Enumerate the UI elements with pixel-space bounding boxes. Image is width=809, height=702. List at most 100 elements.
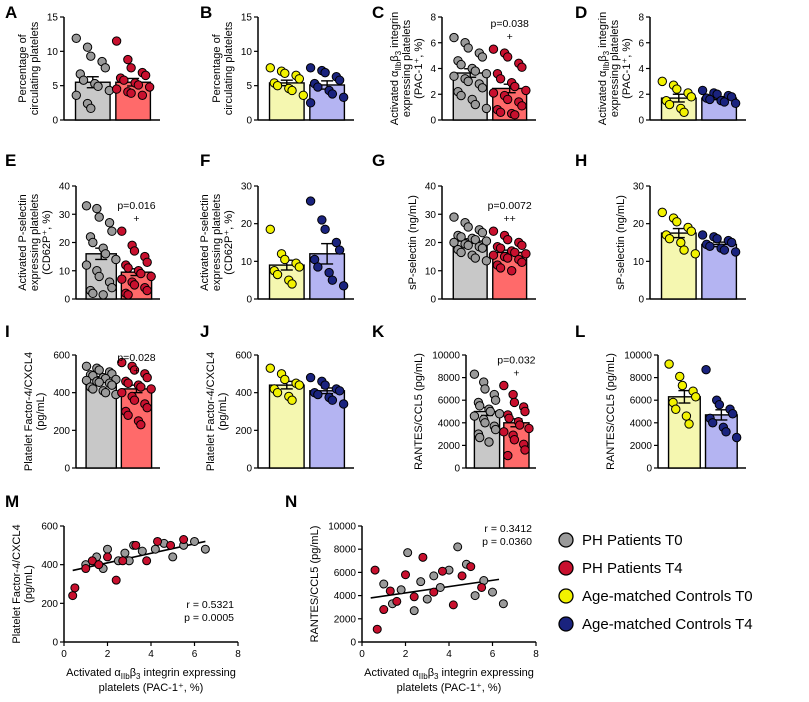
y-axis-label: Activated P-selectin	[199, 194, 211, 291]
x-tick-label: 8	[235, 649, 241, 660]
data-point-ph_t4	[123, 378, 133, 388]
data-point-ph_t4	[495, 107, 506, 117]
data-point-ph_t4	[502, 94, 513, 105]
y-axis-label: Activated P-selectin	[17, 194, 29, 291]
data-point-ctrl_t4	[705, 241, 715, 251]
data-point-ph_t0	[81, 201, 92, 211]
data-point-ph_t0	[498, 599, 508, 609]
data-point-ph_t4	[133, 80, 144, 90]
data-point-ctrl_t0	[681, 411, 692, 421]
data-point-ph_t0	[477, 83, 488, 93]
data-point-ph_t0	[98, 290, 108, 300]
y-tick-label: 20	[425, 238, 437, 249]
data-point-ph_t0	[81, 260, 92, 270]
data-point-ph_t4	[136, 419, 146, 430]
data-point-ph_t4	[131, 540, 141, 550]
data-point-ph_t4	[517, 62, 527, 72]
data-point-ph_t4	[129, 365, 140, 375]
data-point-ph_t0	[104, 218, 115, 228]
legend-marker-ph-t4	[558, 560, 574, 576]
data-point-ctrl_t4	[338, 399, 349, 409]
data-point-ph_t4	[146, 384, 156, 394]
data-point-ctrl_t4	[317, 215, 327, 225]
data-point-ctrl_t0	[265, 224, 275, 235]
data-point-ph_t0	[481, 68, 492, 79]
y-axis-label: expressing platelets	[211, 193, 223, 291]
data-point-ph_t4	[510, 81, 520, 92]
y-tick-label: 40	[425, 182, 437, 193]
data-point-ctrl_t4	[721, 427, 731, 437]
panel-letter-g: G	[372, 151, 385, 170]
y-tick-label: 0	[246, 295, 252, 306]
data-point-ph_t0	[409, 606, 419, 616]
y-axis-label: circulating platelets	[223, 21, 235, 115]
panel-letter-n: N	[285, 492, 297, 511]
data-point-ph_t0	[485, 406, 495, 417]
data-point-ph_t4	[448, 600, 458, 610]
data-point-ctrl_t0	[280, 68, 290, 79]
data-point-ctrl_t0	[677, 380, 688, 391]
data-point-ph_t4	[385, 586, 395, 596]
x-tick-label: 0	[61, 649, 67, 660]
data-point-ctrl_t4	[712, 234, 722, 244]
data-point-ph_t4	[520, 445, 530, 455]
data-point-ph_t4	[524, 423, 534, 434]
y-tick-label: 4000	[438, 418, 461, 429]
data-point-ph_t4	[136, 382, 146, 392]
legend-item-ph-t4: PH Patients T4	[558, 560, 683, 577]
y-tick-label: 200	[41, 599, 58, 610]
data-point-ph_t4	[517, 257, 527, 267]
data-point-ph_t4	[70, 583, 80, 593]
data-point-ph_t0	[379, 579, 389, 589]
data-point-ctrl_t0	[686, 226, 697, 236]
y-tick-label: 5	[52, 81, 58, 92]
data-point-ctrl_t0	[287, 395, 297, 405]
data-point-ph_t0	[477, 243, 488, 253]
y-axis-label: RANTES/CCL5 (pg/mL)	[413, 353, 425, 470]
y-axis-label: (pg/mL)	[23, 565, 35, 603]
data-point-ph_t4	[94, 560, 104, 570]
bar-ctrl_t4	[309, 390, 346, 469]
legend-marker-ph-t0	[558, 532, 574, 548]
p-value-label: p=0.038	[491, 18, 529, 30]
y-tick-label: 2	[638, 90, 644, 101]
y-tick-label: 0	[64, 295, 70, 306]
data-point-ctrl_t4	[313, 82, 323, 92]
data-point-ph_t4	[123, 54, 133, 65]
data-point-ctrl_t0	[265, 363, 275, 373]
y-axis-label: sP-selectin (ng/mL)	[615, 195, 627, 290]
data-point-ph_t0	[494, 409, 505, 419]
data-point-ctrl_t4	[338, 281, 349, 291]
data-point-ph_t0	[120, 548, 130, 558]
legend-item-ctrl-t0: Age-matched Controls T0	[558, 588, 753, 605]
p-value-label: p = 0.0005	[184, 612, 234, 624]
data-point-ph_t4	[401, 570, 410, 580]
data-point-ph_t0	[111, 254, 121, 265]
data-point-ctrl_t0	[272, 387, 283, 398]
y-tick-label: 200	[53, 426, 70, 437]
y-tick-label: 10000	[624, 351, 652, 362]
data-point-ph_t4	[499, 380, 509, 391]
data-point-ph_t4	[142, 372, 152, 383]
y-tick-label: 0	[246, 464, 252, 475]
data-point-ph_t0	[469, 411, 480, 421]
y-tick-label: 0	[246, 116, 252, 127]
data-point-ph_t0	[107, 226, 117, 236]
y-tick-label: 10	[59, 266, 71, 277]
data-point-ctrl_t0	[664, 99, 675, 110]
data-point-ph_t0	[103, 544, 112, 554]
data-point-ctrl_t0	[686, 92, 697, 102]
data-point-ph_t0	[475, 401, 485, 411]
data-point-ph_t0	[190, 536, 199, 546]
data-point-ph_t4	[418, 552, 428, 562]
x-axis-label: Activated αIIbβ3 integrin expressing	[364, 667, 534, 681]
y-tick-label: 0	[430, 116, 436, 127]
y-axis-label: expressing platelets	[609, 19, 621, 117]
y-tick-label: 2000	[630, 441, 653, 452]
y-tick-label: 0	[430, 295, 436, 306]
data-point-ph_t0	[463, 43, 473, 53]
data-point-ctrl_t4	[327, 275, 338, 285]
data-point-ph_t0	[490, 424, 501, 435]
data-point-ph_t4	[502, 253, 513, 263]
data-point-ctrl_t4	[730, 247, 741, 257]
